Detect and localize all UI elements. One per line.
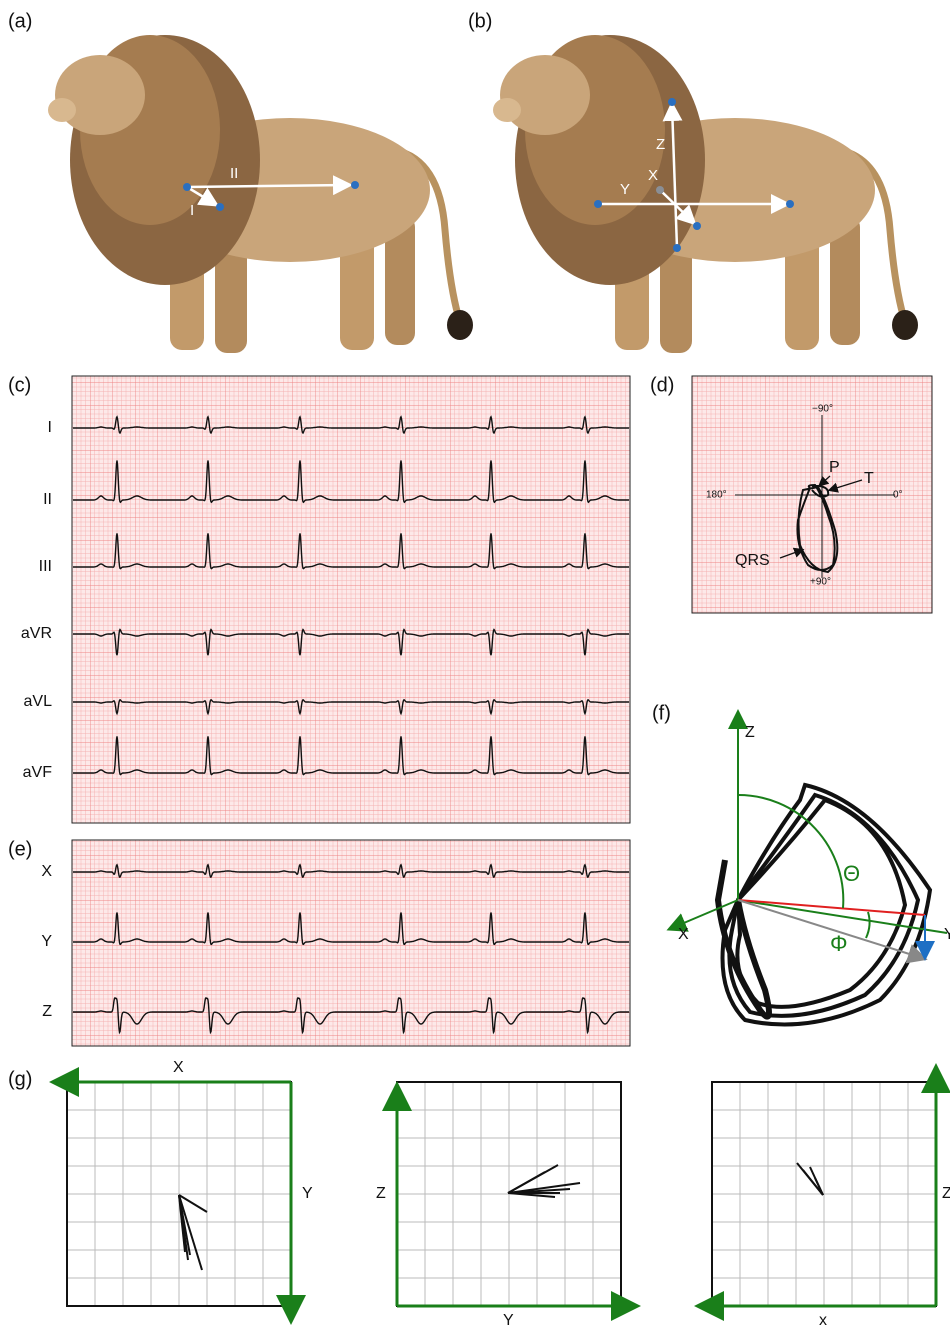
electrode <box>673 244 681 252</box>
vector <box>507 1171 546 1194</box>
y-axis <box>737 899 948 934</box>
x-axis <box>659 189 697 226</box>
electrode <box>594 200 602 208</box>
axis-label: Z <box>376 1185 386 1202</box>
electrode <box>693 222 701 230</box>
wave-label: QRS <box>735 552 770 569</box>
lead-label: III <box>39 558 52 575</box>
angle-label: 0° <box>893 490 903 501</box>
angle-label: 180° <box>706 490 727 501</box>
panel-label: (g) <box>8 1068 32 1090</box>
axis-label: x <box>819 1312 827 1328</box>
ecg-trace <box>73 736 629 776</box>
axis-label: Y <box>503 1312 514 1328</box>
lead-label: II <box>43 491 52 508</box>
vector <box>737 899 926 916</box>
ecg-trace <box>73 628 629 656</box>
axis-label: Z <box>942 1185 950 1202</box>
vector <box>178 1194 208 1213</box>
panel-label: (a) <box>8 10 32 32</box>
vector <box>814 1177 824 1196</box>
electrode <box>668 98 676 106</box>
pointer <box>779 547 805 559</box>
vector <box>178 1194 203 1271</box>
panel-label: (d) <box>650 374 674 396</box>
lead-label: Z <box>42 1003 52 1020</box>
electrode <box>656 186 664 194</box>
electrode <box>216 203 224 211</box>
vector <box>178 1194 189 1261</box>
theta-arc <box>737 793 845 909</box>
ecg-grid <box>71 375 631 824</box>
lion-illustration <box>48 35 473 353</box>
pointer <box>827 479 863 493</box>
lead-label: I <box>190 202 194 219</box>
ecg-trace <box>73 912 629 946</box>
ecg-grid <box>71 839 631 1047</box>
phi-arc <box>865 911 871 939</box>
angle-label: Θ <box>843 861 860 886</box>
panel-label: (c) <box>8 374 31 396</box>
vector <box>802 1169 824 1196</box>
lion-illustration <box>493 35 918 353</box>
angle-label: Φ <box>830 931 848 956</box>
ecg-trace <box>73 533 629 570</box>
electrode <box>183 183 191 191</box>
ecg-trace <box>73 415 629 435</box>
x-axis <box>666 899 739 932</box>
axis-label: Z <box>745 724 755 741</box>
lead-i-vector <box>186 185 220 207</box>
vcg-3d-loops <box>714 782 933 1027</box>
angle-label: +90° <box>810 577 831 588</box>
ecg-trace <box>73 996 629 1035</box>
lead-label: X <box>41 863 52 880</box>
ecg-trace <box>73 863 629 878</box>
axis-label: X <box>678 926 689 943</box>
lead-label: Y <box>41 933 52 950</box>
axis-label: Y <box>302 1185 313 1202</box>
angle-label: −90° <box>812 404 833 415</box>
panel-label: (f) <box>652 702 671 724</box>
axis-label: Z <box>656 136 665 153</box>
ecg-trace <box>73 698 629 716</box>
panel-label: (b) <box>468 10 492 32</box>
lead-label: I <box>48 419 52 436</box>
pointer <box>818 475 831 487</box>
wave-label: P <box>829 459 840 476</box>
axis-label: X <box>648 167 658 184</box>
panel-label: (e) <box>8 838 32 860</box>
wave-label: T <box>864 470 874 487</box>
ecg-trace <box>73 460 629 504</box>
axis-label: Y <box>620 181 630 198</box>
lead-label: II <box>230 165 238 182</box>
lead-label: aVL <box>24 693 53 710</box>
axis-label: Y <box>944 926 950 943</box>
electrode <box>786 200 794 208</box>
electrode <box>351 181 359 189</box>
projection <box>737 899 928 964</box>
axis-label: X <box>173 1059 184 1076</box>
lead-label: aVF <box>23 764 53 781</box>
lead-ii-vector <box>186 175 353 196</box>
lead-label: aVR <box>21 625 52 642</box>
